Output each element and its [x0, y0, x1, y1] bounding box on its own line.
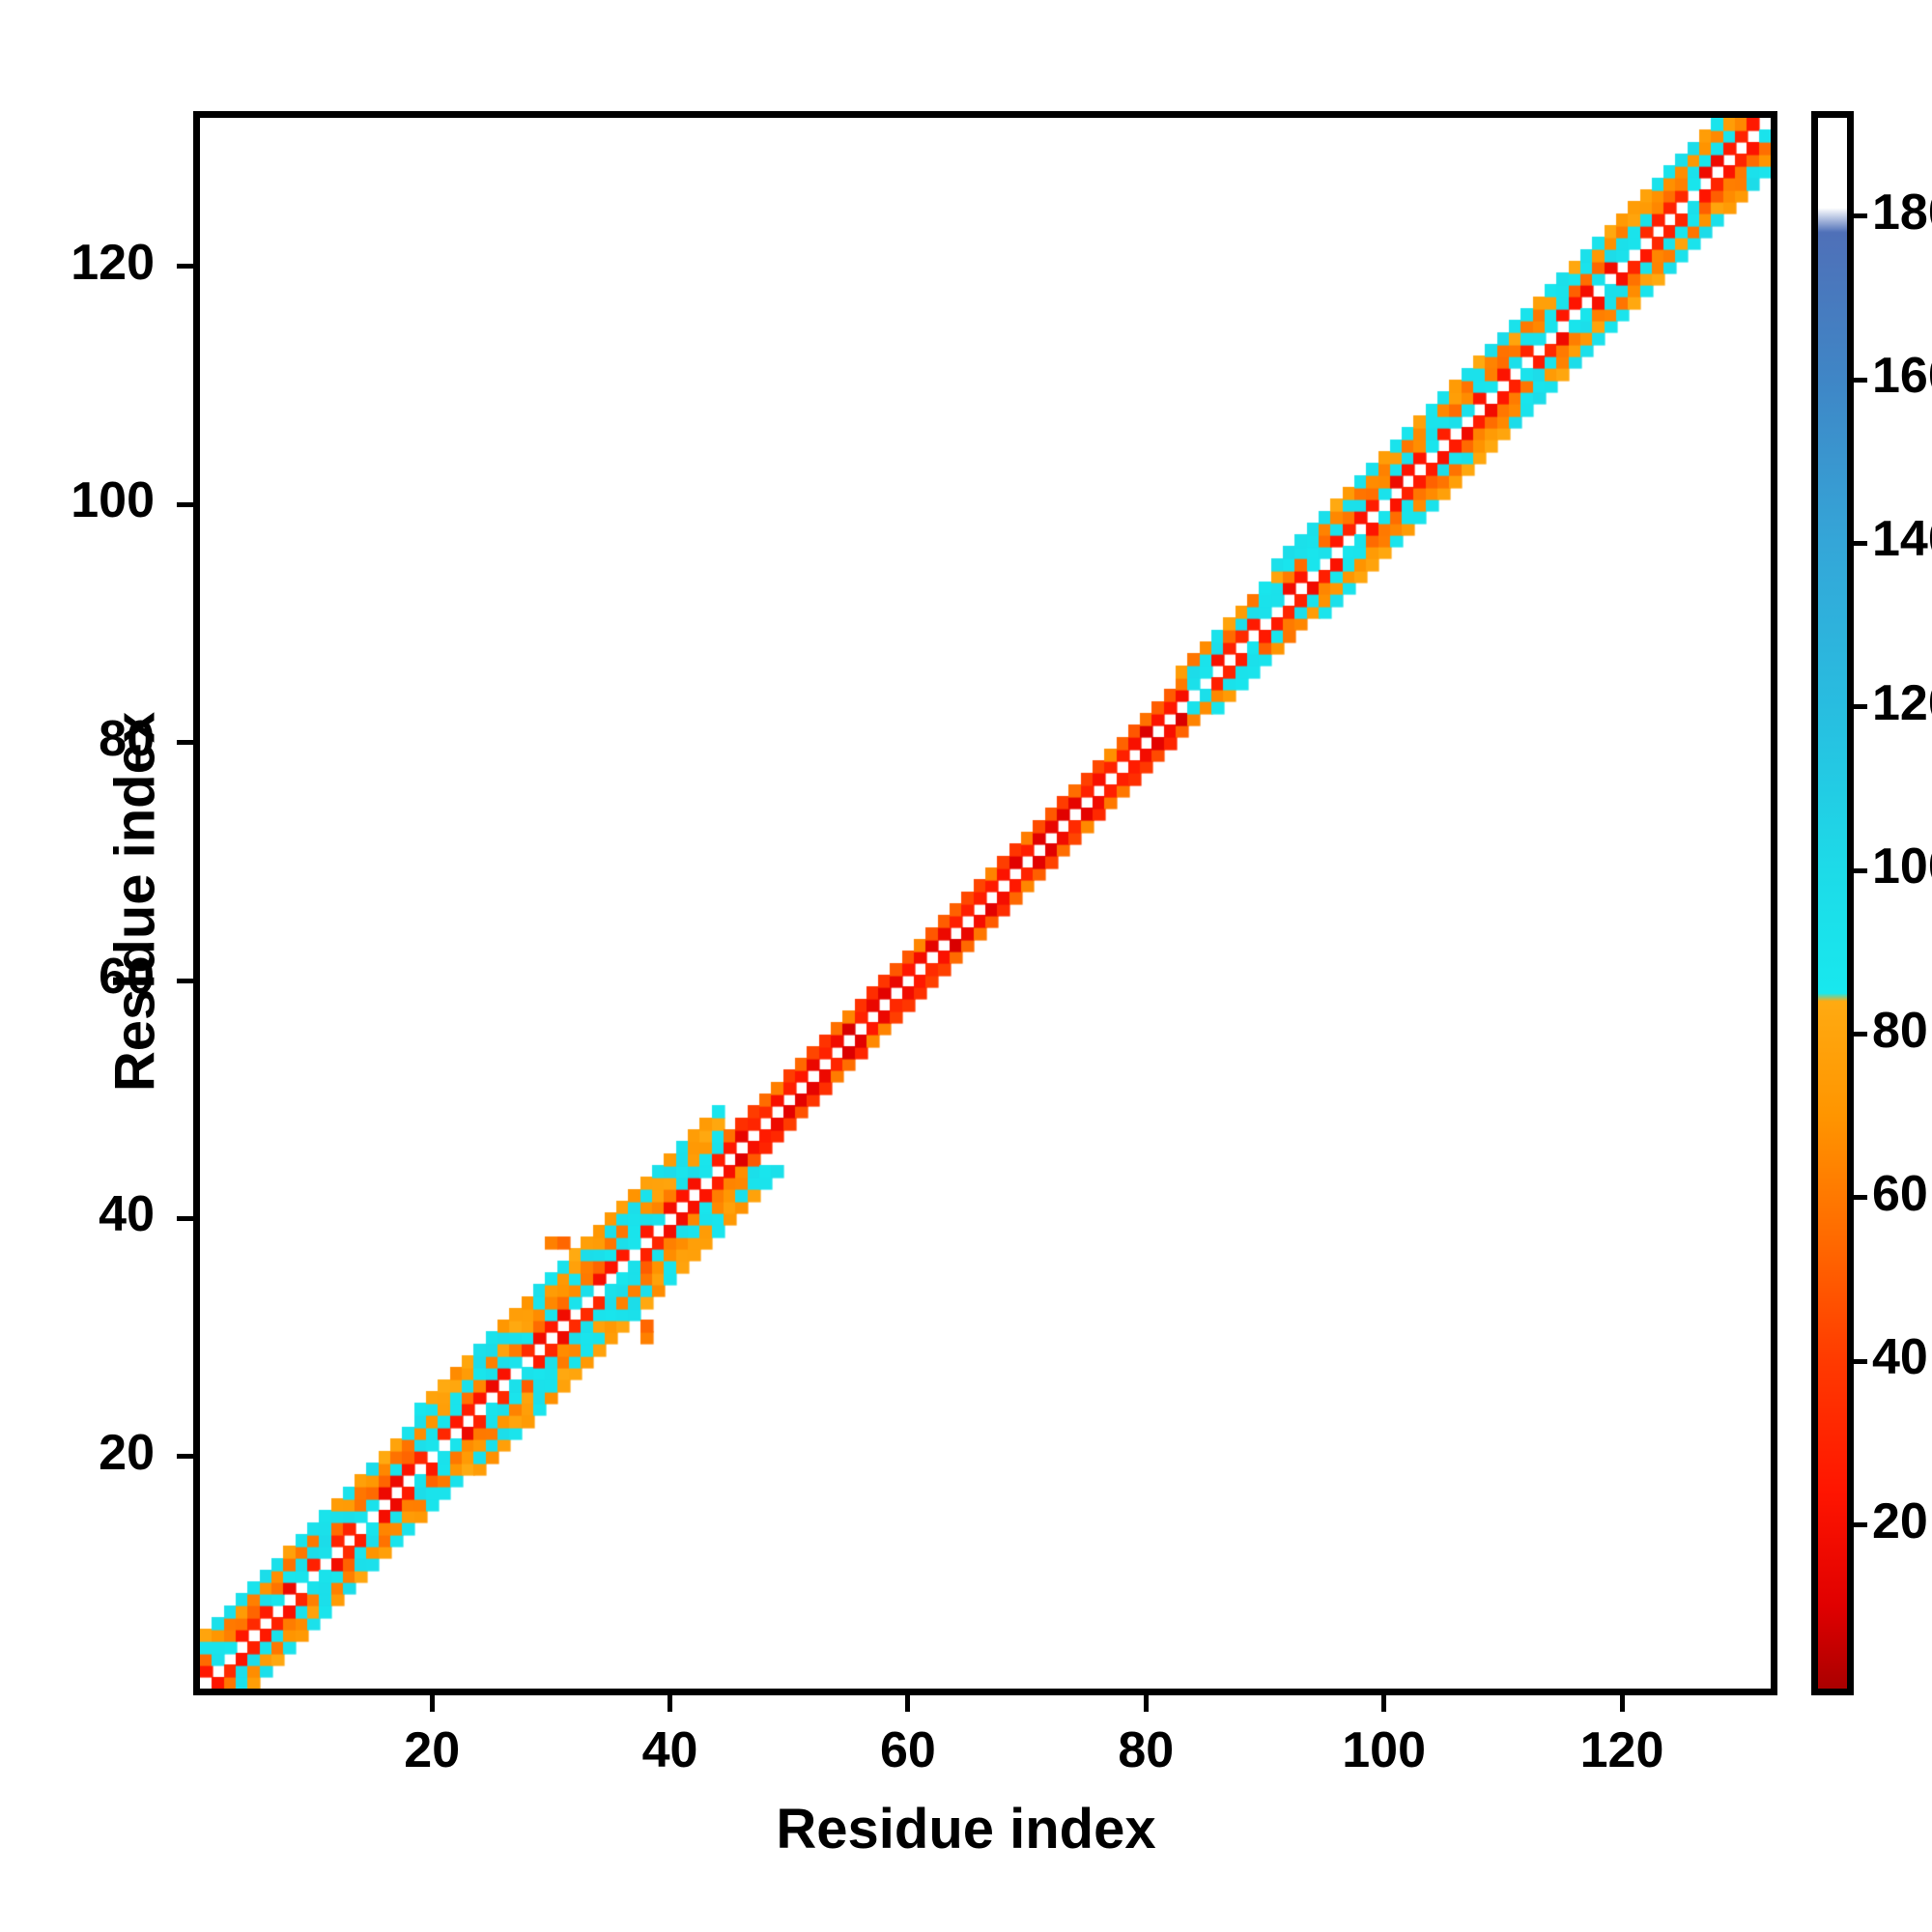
x-tick: [429, 1695, 435, 1712]
contact-map-plot-area: [193, 111, 1777, 1695]
colorbar-tick: [1854, 1358, 1867, 1364]
colorbar-tick-label: 20: [1872, 1492, 1928, 1549]
contact-map-canvas: [200, 118, 1771, 1689]
x-tick-label: 20: [404, 1722, 461, 1778]
colorbar-tick-label: 60: [1872, 1165, 1928, 1222]
y-tick-label: 40: [99, 1186, 155, 1243]
colorbar-tick-label: 140: [1872, 511, 1932, 568]
colorbar-frame: [1811, 111, 1854, 1695]
y-tick: [177, 1215, 193, 1221]
y-tick: [177, 740, 193, 746]
colorbar-tick-label: 180: [1872, 184, 1932, 241]
x-tick-label: 80: [1118, 1722, 1175, 1778]
x-tick: [905, 1695, 911, 1712]
colorbar: [1811, 111, 1854, 1695]
y-tick: [177, 978, 193, 983]
y-tick: [177, 264, 193, 270]
x-tick: [1381, 1695, 1387, 1712]
y-axis-title: Residue index: [103, 711, 167, 1093]
x-tick: [1143, 1695, 1149, 1712]
x-tick-label: 40: [641, 1722, 698, 1778]
colorbar-tick-label: 80: [1872, 1002, 1928, 1059]
y-tick-label: 60: [99, 949, 155, 1006]
y-tick-label: 20: [99, 1424, 155, 1481]
colorbar-tick-label: 100: [1872, 838, 1932, 895]
colorbar-tick: [1854, 377, 1867, 383]
colorbar-tick-label: 40: [1872, 1329, 1928, 1386]
colorbar-tick-label: 160: [1872, 348, 1932, 404]
colorbar-tick: [1854, 1195, 1867, 1201]
x-tick-label: 100: [1342, 1722, 1427, 1778]
colorbar-tick: [1854, 704, 1867, 710]
colorbar-tick: [1854, 213, 1867, 219]
y-tick: [177, 1454, 193, 1460]
colorbar-tick-label: 120: [1872, 674, 1932, 731]
y-tick: [177, 501, 193, 507]
x-axis-title: Residue index: [776, 1798, 1156, 1861]
x-tick-label: 60: [880, 1722, 936, 1778]
y-tick-label: 100: [71, 472, 155, 529]
colorbar-tick: [1854, 540, 1867, 546]
colorbar-tick: [1854, 1032, 1867, 1037]
x-tick-label: 120: [1579, 1722, 1664, 1778]
colorbar-tick: [1854, 867, 1867, 873]
colorbar-gradient: [1818, 118, 1847, 1689]
x-tick: [668, 1695, 673, 1712]
y-tick-label: 80: [99, 710, 155, 767]
y-tick-label: 120: [71, 234, 155, 291]
x-tick: [1619, 1695, 1625, 1712]
colorbar-tick: [1854, 1522, 1867, 1528]
